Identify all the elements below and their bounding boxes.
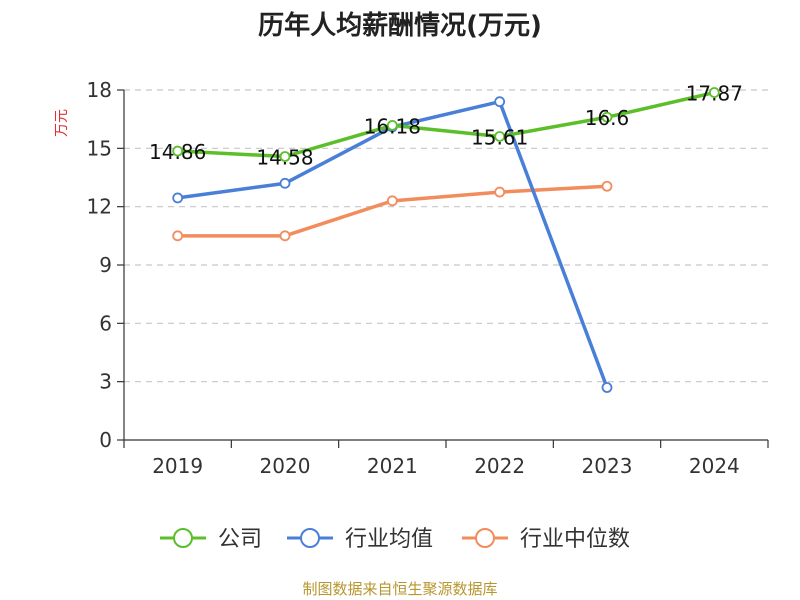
data-point[interactable]	[279, 151, 291, 162]
data-point[interactable]	[172, 145, 184, 157]
y-tick-label: 18	[87, 78, 112, 102]
legend-item-2[interactable]: 行业中位数	[462, 527, 630, 552]
data-point[interactable]	[601, 180, 613, 192]
x-tick-label: 2023	[582, 454, 633, 478]
x-tick-label: 2020	[260, 454, 311, 478]
data-point[interactable]	[279, 230, 291, 242]
data-point[interactable]	[279, 177, 291, 189]
y-tick-label: 15	[87, 136, 112, 160]
y-tick-label: 12	[87, 195, 112, 219]
data-label: 16.18	[364, 114, 421, 138]
y-axis-label: 万元	[54, 109, 70, 137]
x-tick-label: 2022	[474, 454, 525, 478]
data-point[interactable]	[386, 195, 398, 207]
data-point[interactable]	[494, 186, 506, 198]
legend[interactable]: 公司 行业均值 行业中位数	[160, 527, 630, 552]
data-point[interactable]	[386, 119, 398, 131]
data-label: 14.86	[149, 140, 206, 164]
x-tick-label: 2024	[689, 454, 740, 478]
data-label: 14.58	[256, 146, 313, 170]
legend-label: 公司	[218, 527, 262, 552]
y-tick-label: 9	[99, 253, 112, 277]
legend-item-0[interactable]: 公司	[160, 527, 262, 552]
y-tick-label: 3	[99, 370, 112, 394]
data-point[interactable]	[494, 96, 506, 108]
series-2	[172, 180, 613, 242]
legend-marker	[300, 528, 320, 548]
data-point[interactable]	[172, 230, 184, 242]
legend-item-1[interactable]: 行业均值	[287, 527, 433, 552]
data-point[interactable]	[494, 131, 506, 142]
series-0	[172, 87, 720, 162]
data-label: 16.6	[585, 106, 630, 130]
data-label: 17.87	[686, 82, 743, 106]
series-line	[175, 90, 717, 159]
source-note: 制图数据来自恒生聚源数据库	[302, 580, 497, 598]
legend-label: 行业均值	[345, 527, 433, 552]
y-tick-label: 0	[99, 428, 112, 452]
data-labels: 14.86 14.58 16.18 15.61 16.6 17.87	[149, 82, 743, 170]
data-point[interactable]	[708, 87, 720, 98]
x-tick-label: 2021	[367, 454, 418, 478]
data-point[interactable]	[172, 192, 184, 204]
x-tick-label: 2019	[152, 454, 203, 478]
data-point[interactable]	[601, 382, 613, 393]
data-point[interactable]	[601, 111, 613, 123]
y-tick-label: 6	[99, 311, 112, 335]
series-line	[175, 99, 609, 390]
axes: 0 3 6 9 12 15 18 2019 2020 2021 2022 2023 2024	[87, 78, 769, 478]
legend-marker	[173, 528, 193, 548]
series	[172, 87, 720, 393]
chart-title: 历年人均薪酬情况(万元)	[258, 10, 542, 41]
series-1	[172, 96, 613, 393]
legend-marker	[475, 528, 495, 548]
legend-label: 行业中位数	[520, 527, 630, 552]
data-label: 15.61	[471, 125, 528, 149]
grid-lines	[124, 89, 768, 383]
